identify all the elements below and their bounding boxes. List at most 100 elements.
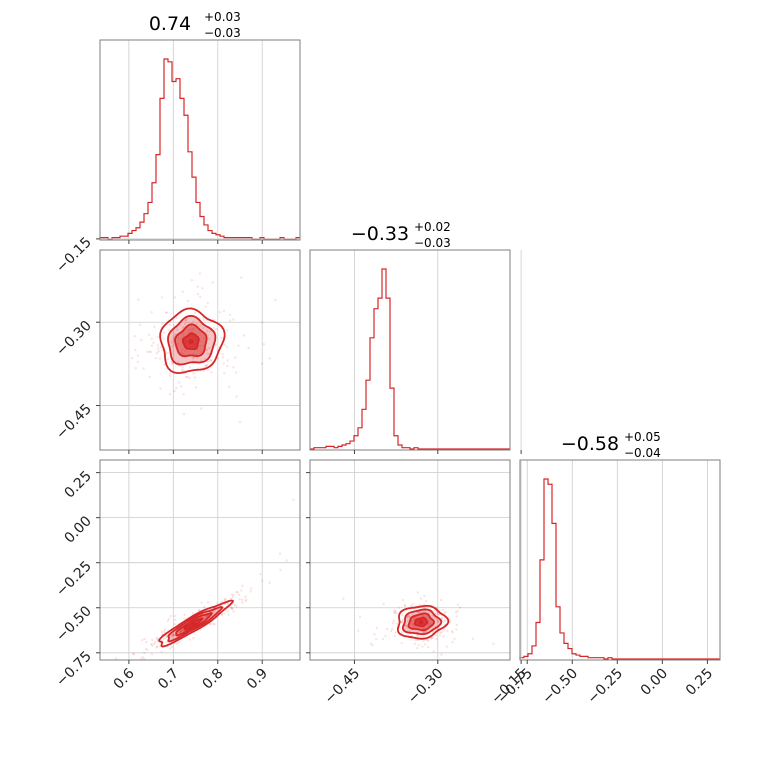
- sample-point: [229, 605, 232, 609]
- sample-point: [234, 371, 238, 374]
- sample-point: [225, 346, 229, 349]
- sample-point: [455, 615, 458, 618]
- sample-point: [208, 359, 212, 363]
- sample-point: [278, 552, 282, 555]
- sample-point: [178, 364, 181, 368]
- sample-point: [442, 620, 445, 623]
- sample-point: [405, 624, 409, 627]
- sample-point: [455, 628, 458, 631]
- sample-point: [223, 372, 226, 375]
- sample-point: [434, 612, 438, 616]
- xtick-label-param-1: 0.7: [155, 666, 182, 693]
- sample-point: [202, 318, 206, 322]
- sample-point: [394, 631, 397, 634]
- sample-point: [234, 356, 237, 359]
- sample-point: [430, 637, 433, 640]
- param-3-title-minus: −0.04: [624, 446, 661, 460]
- ytick-label-param-2: −0.15: [53, 234, 95, 276]
- sample-point: [235, 590, 238, 594]
- sample-point: [405, 616, 409, 619]
- sample-point: [159, 387, 162, 390]
- sample-point: [443, 619, 447, 622]
- sample-point: [172, 634, 176, 637]
- sample-point: [232, 610, 235, 613]
- sample-point: [400, 621, 403, 624]
- sample-point: [423, 631, 427, 634]
- sample-point: [279, 568, 282, 572]
- sample-point: [184, 318, 188, 322]
- sample-point: [173, 623, 176, 626]
- sample-point: [238, 421, 242, 424]
- sample-point: [209, 358, 213, 362]
- sample-point: [208, 329, 212, 333]
- sample-point: [240, 276, 243, 279]
- ytick-label-param-2: −0.30: [53, 318, 95, 360]
- sample-point: [115, 657, 118, 660]
- sample-point: [196, 322, 199, 326]
- sample-point: [198, 324, 202, 327]
- sample-point: [423, 643, 427, 646]
- sample-point: [413, 642, 417, 646]
- sample-point: [444, 610, 447, 614]
- histogram-2: [310, 268, 510, 450]
- sample-point: [215, 602, 219, 605]
- sample-point: [422, 639, 426, 643]
- sample-point: [375, 626, 378, 630]
- sample-point: [158, 357, 162, 360]
- sample-point: [192, 372, 195, 375]
- sample-point: [155, 646, 159, 649]
- xtick-label-param-3: −0.25: [584, 666, 626, 708]
- sample-point: [204, 364, 208, 367]
- sample-point: [167, 328, 170, 332]
- sample-point: [423, 594, 426, 598]
- sample-point: [177, 640, 180, 643]
- contour-level-4: [159, 307, 226, 375]
- sample-point: [458, 606, 462, 609]
- sample-point: [176, 642, 179, 645]
- sample-point: [274, 298, 277, 302]
- sample-point: [171, 634, 174, 637]
- sample-point: [157, 347, 160, 350]
- sample-point: [229, 597, 233, 600]
- sample-point: [446, 629, 449, 632]
- sample-point: [400, 620, 403, 624]
- sample-point: [152, 341, 155, 344]
- sample-point: [222, 612, 226, 615]
- sample-point: [247, 346, 250, 350]
- sample-point: [268, 581, 271, 584]
- panel-1-frame: [99, 249, 301, 451]
- sample-point: [431, 636, 434, 639]
- ytick-label-param-3: 0.25: [61, 468, 94, 501]
- xtick-label-param-3: 0.00: [638, 666, 671, 699]
- sample-point: [150, 644, 154, 647]
- xtick-label-param-2: −0.45: [322, 666, 364, 708]
- density-peak: [190, 621, 196, 627]
- sample-point: [241, 598, 244, 601]
- sample-point: [422, 609, 426, 613]
- sample-point: [393, 609, 396, 612]
- diagonal-panel-1: 0.74 +0.03 −0.03: [99, 10, 301, 241]
- sample-point: [403, 603, 407, 607]
- sample-point: [407, 614, 410, 617]
- sample-point: [154, 357, 158, 360]
- sample-point: [453, 637, 456, 641]
- sample-point: [395, 612, 398, 615]
- sample-point: [169, 647, 172, 650]
- sample-point: [201, 326, 205, 330]
- sample-point: [171, 362, 174, 366]
- sample-point: [132, 653, 135, 656]
- sample-point: [260, 362, 264, 365]
- sample-point: [206, 352, 210, 356]
- sample-point: [432, 650, 436, 653]
- param-2-title-plus: +0.02: [414, 220, 451, 234]
- sample-point: [165, 311, 168, 315]
- sample-point: [188, 638, 191, 641]
- sample-point: [175, 328, 179, 331]
- sample-point: [206, 601, 210, 604]
- sample-point: [141, 655, 144, 659]
- sample-point: [357, 629, 360, 632]
- sample-point: [208, 623, 212, 626]
- ytick-label-param-3: 0.00: [61, 513, 94, 546]
- diagonal-panel-2: −0.33 +0.02 −0.03: [309, 220, 522, 451]
- sample-point: [183, 617, 186, 620]
